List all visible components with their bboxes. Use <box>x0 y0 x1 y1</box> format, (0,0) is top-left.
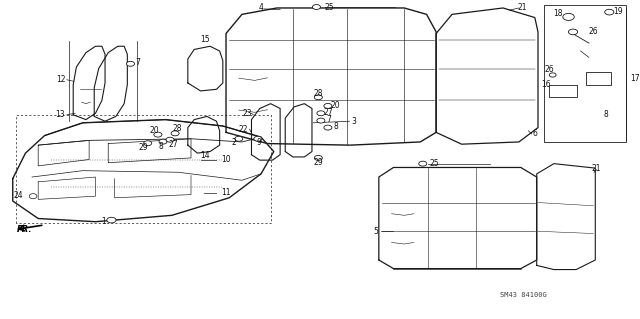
Text: 8: 8 <box>333 122 338 131</box>
Text: 16: 16 <box>541 80 551 89</box>
Ellipse shape <box>314 95 323 100</box>
Ellipse shape <box>29 194 37 199</box>
Ellipse shape <box>605 9 614 15</box>
Text: 25: 25 <box>325 3 335 11</box>
Text: 8: 8 <box>158 142 163 151</box>
Text: 26: 26 <box>544 65 554 74</box>
Bar <box>545 5 626 142</box>
Text: 21: 21 <box>592 164 602 173</box>
Ellipse shape <box>317 111 325 116</box>
Bar <box>586 72 611 85</box>
Text: 23: 23 <box>242 109 252 118</box>
Ellipse shape <box>127 61 134 66</box>
Ellipse shape <box>549 73 556 77</box>
Text: 11: 11 <box>221 189 231 197</box>
Text: 29: 29 <box>138 143 148 152</box>
Ellipse shape <box>171 131 179 136</box>
Text: 14: 14 <box>200 151 210 160</box>
Text: 6: 6 <box>532 130 537 138</box>
Text: SM43 84100G: SM43 84100G <box>500 292 547 298</box>
Text: 9: 9 <box>257 138 262 147</box>
Ellipse shape <box>154 132 162 137</box>
Ellipse shape <box>324 103 332 108</box>
Ellipse shape <box>159 139 167 144</box>
Text: 21: 21 <box>517 3 527 12</box>
Text: 18: 18 <box>554 9 563 18</box>
Ellipse shape <box>166 137 174 142</box>
Text: 2: 2 <box>231 138 236 147</box>
Text: 28: 28 <box>172 124 182 133</box>
Text: 7: 7 <box>136 58 141 67</box>
Text: 10: 10 <box>221 155 231 164</box>
Text: 24: 24 <box>13 191 22 200</box>
Text: 26: 26 <box>589 27 598 36</box>
Ellipse shape <box>317 118 325 123</box>
Text: 20: 20 <box>150 126 159 135</box>
Ellipse shape <box>419 161 427 166</box>
Text: 27: 27 <box>168 140 178 149</box>
Text: 25: 25 <box>429 159 439 168</box>
Ellipse shape <box>568 29 577 35</box>
Text: 22: 22 <box>239 125 248 134</box>
Text: 27: 27 <box>324 108 333 117</box>
Text: 29: 29 <box>314 158 323 167</box>
Text: FR.: FR. <box>17 225 33 234</box>
Text: 19: 19 <box>612 7 622 16</box>
Ellipse shape <box>254 136 262 141</box>
Text: 20: 20 <box>331 101 340 110</box>
Ellipse shape <box>235 136 243 141</box>
Text: 17: 17 <box>630 74 639 83</box>
Ellipse shape <box>314 155 323 160</box>
Text: 12: 12 <box>56 75 65 84</box>
Text: 15: 15 <box>200 35 210 44</box>
Ellipse shape <box>107 217 116 223</box>
Ellipse shape <box>563 13 574 20</box>
Text: 3: 3 <box>351 117 356 126</box>
Ellipse shape <box>144 141 152 146</box>
Bar <box>549 85 577 97</box>
Text: 7: 7 <box>326 115 331 124</box>
Ellipse shape <box>312 4 321 10</box>
Text: 4: 4 <box>259 4 264 12</box>
Ellipse shape <box>324 125 332 130</box>
Text: 13: 13 <box>56 110 65 119</box>
Text: 28: 28 <box>314 89 323 98</box>
Text: 8: 8 <box>604 110 609 119</box>
Text: 1: 1 <box>101 217 106 226</box>
Text: 5: 5 <box>374 227 379 236</box>
